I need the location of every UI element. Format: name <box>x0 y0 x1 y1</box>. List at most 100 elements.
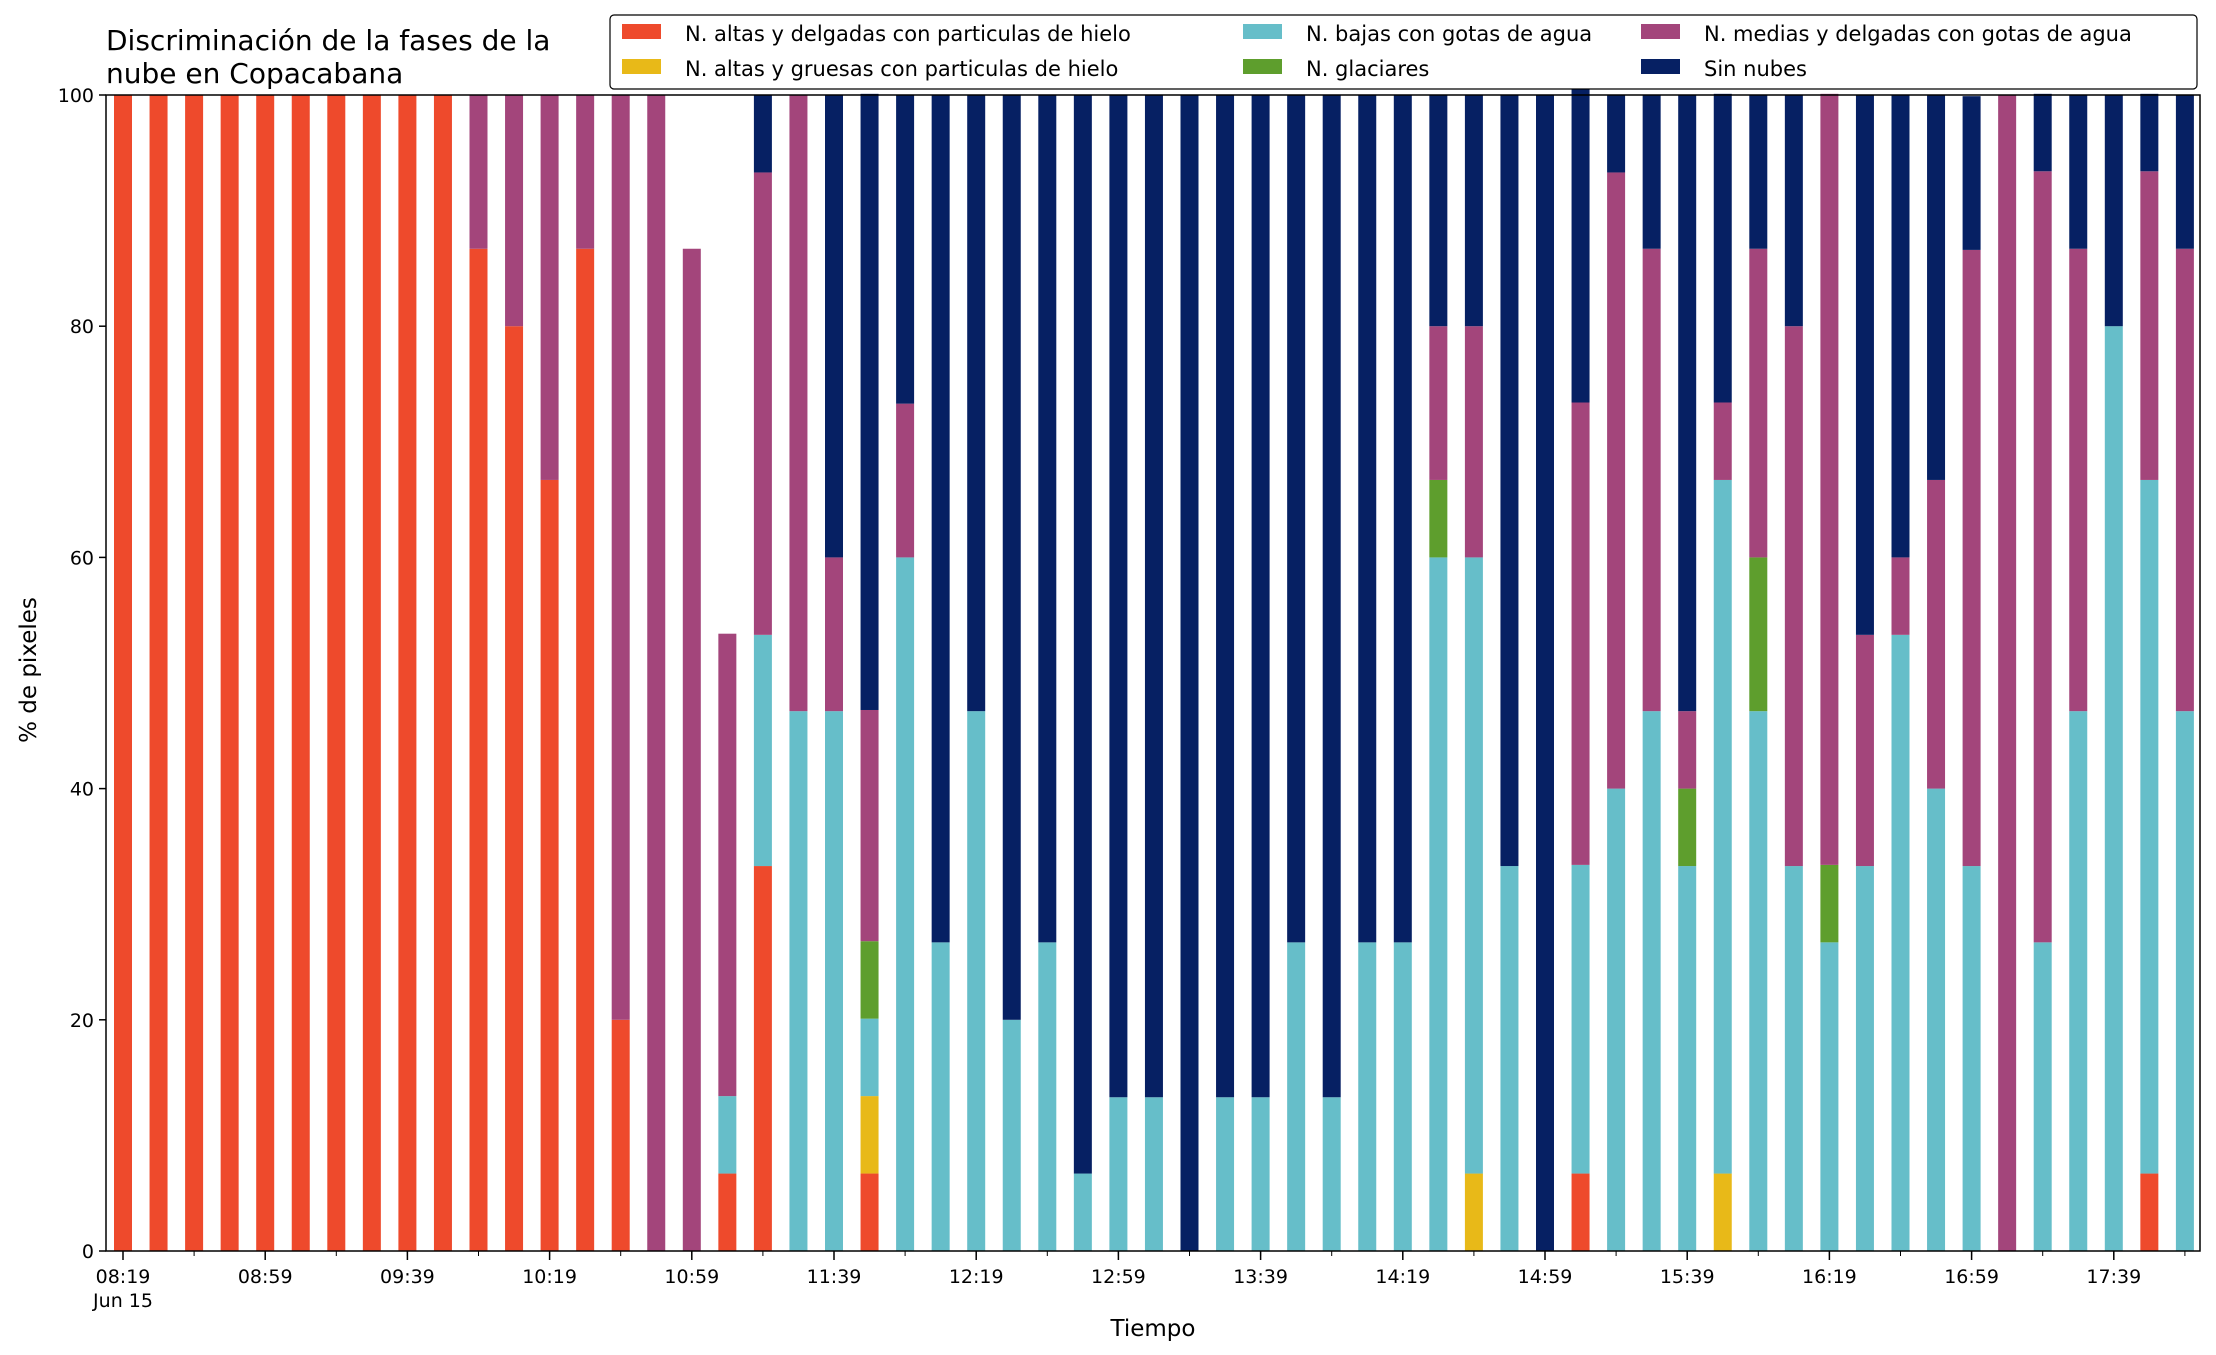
bar-segment-5-56 <box>2104 95 2123 327</box>
bar-segment-5-46 <box>1749 95 1768 249</box>
bar-segment-2-55 <box>2069 711 2088 1251</box>
bar-segment-5-31 <box>1216 95 1235 1098</box>
bar-segment-2-47 <box>1784 866 1803 1251</box>
bar-segment-4-43 <box>1642 248 1661 712</box>
bar-segment-0-12 <box>540 479 559 1251</box>
bar-segment-0-11 <box>505 326 524 1251</box>
bar-segment-2-54 <box>2033 942 2052 1251</box>
bar-segment-2-44 <box>1678 866 1697 1251</box>
bar-segment-4-14 <box>611 95 630 1020</box>
legend-label: N. bajas con gotas de agua <box>1306 22 1592 46</box>
bar-segment-5-37 <box>1429 95 1448 327</box>
bar-segment-2-21 <box>860 1018 879 1097</box>
bar-segment-4-50 <box>1891 557 1910 635</box>
bar-segment-5-42 <box>1607 95 1626 173</box>
bar-segment-4-19 <box>789 95 808 712</box>
bar-segment-4-11 <box>505 95 524 327</box>
bar-segment-5-18 <box>753 95 772 173</box>
bar-segment-5-27 <box>1073 95 1092 1174</box>
x-tick-label: 12:19 <box>949 1266 1004 1288</box>
bar-segment-2-20 <box>825 711 843 1251</box>
legend-frame <box>609 14 2198 90</box>
bar-segment-2-50 <box>1891 634 1910 1251</box>
bar-segment-2-49 <box>1855 866 1874 1251</box>
x-tick-label: 10:19 <box>522 1266 577 1288</box>
bar-segment-3-37 <box>1429 479 1448 558</box>
bar-segment-0-9 <box>433 95 452 1251</box>
bar-segment-5-44 <box>1678 95 1697 712</box>
bar-segment-2-37 <box>1429 557 1448 1251</box>
bar-segment-4-10 <box>469 95 488 249</box>
bar-segment-0-7 <box>362 95 381 1251</box>
bar-segment-2-36 <box>1393 942 1412 1251</box>
legend-swatch <box>1641 24 1680 39</box>
bar-segment-4-17 <box>718 633 737 1097</box>
bar-segment-5-40 <box>1536 95 1554 1251</box>
legend-swatch <box>1243 24 1282 39</box>
legend-label: N. medias y delgadas con gotas de agua <box>1704 22 2132 46</box>
bar-segment-0-3 <box>220 95 239 1251</box>
y-tick-label: 0 <box>82 1241 94 1263</box>
bar-segment-2-51 <box>1927 788 1946 1251</box>
bar-segment-5-24 <box>967 95 986 712</box>
bar-segment-4-53 <box>1998 95 2017 1251</box>
bar-segment-5-49 <box>1855 95 1874 635</box>
bar-segment-2-46 <box>1749 711 1768 1251</box>
bar-segment-0-2 <box>185 95 204 1251</box>
bar-segment-5-52 <box>1962 96 1981 250</box>
bar-segment-5-32 <box>1251 95 1270 1098</box>
bar-segment-2-22 <box>896 557 915 1251</box>
bar-segment-3-44 <box>1678 788 1697 867</box>
bar-segment-1-21 <box>860 1096 879 1174</box>
bar-segment-0-17 <box>718 1173 737 1251</box>
bar-segment-4-21 <box>860 709 879 942</box>
bar-segment-2-45 <box>1713 479 1732 1174</box>
bar-segment-0-8 <box>398 95 417 1251</box>
x-tick-label: 11:39 <box>807 1266 862 1288</box>
bar-segment-2-38 <box>1464 557 1483 1174</box>
x-tick-label: 10:59 <box>664 1266 719 1288</box>
bar-segment-4-20 <box>825 557 843 712</box>
x-tick-label: 13:39 <box>1233 1266 1288 1288</box>
bar-segment-3-48 <box>1820 864 1839 943</box>
bar-segment-4-18 <box>753 172 772 635</box>
bar-segment-2-33 <box>1287 942 1306 1251</box>
bar-segment-2-26 <box>1038 942 1057 1251</box>
bar-segment-4-45 <box>1713 402 1732 480</box>
bar-segment-2-28 <box>1109 1097 1128 1251</box>
bar-segment-5-50 <box>1891 95 1910 558</box>
y-tick-label: 100 <box>58 85 94 107</box>
bar-segment-5-25 <box>1002 95 1021 1020</box>
bar-segment-0-41 <box>1571 1173 1590 1251</box>
x-tick-label: 15:39 <box>1660 1266 1715 1288</box>
x-tick-label: 08:59 <box>238 1266 293 1288</box>
bar-segment-3-46 <box>1749 557 1768 712</box>
bar-segment-2-57 <box>2140 479 2159 1174</box>
bar-segment-5-45 <box>1713 93 1732 403</box>
bar-segment-5-22 <box>896 95 915 404</box>
plot-frame <box>105 94 2201 1252</box>
bar-segment-5-28 <box>1109 95 1128 1098</box>
y-tick-label: 60 <box>70 547 94 569</box>
bar-segment-0-18 <box>753 866 772 1251</box>
bar-segment-4-42 <box>1607 172 1626 789</box>
bar-segment-5-57 <box>2140 93 2159 172</box>
bar-segment-4-16 <box>682 248 701 1251</box>
bar-segment-2-18 <box>753 634 772 867</box>
bar-segment-2-27 <box>1073 1173 1092 1251</box>
bar-segment-0-0 <box>114 95 132 1251</box>
bar-segment-2-56 <box>2104 326 2123 1251</box>
bar-segment-4-13 <box>576 95 595 249</box>
bar-segment-4-37 <box>1429 326 1448 480</box>
bar-segment-4-44 <box>1678 711 1697 789</box>
bar-segment-4-47 <box>1784 326 1803 867</box>
bar-segment-2-23 <box>931 942 950 1251</box>
legend-swatch <box>622 59 661 74</box>
bar-segment-5-51 <box>1927 95 1946 480</box>
bar-segment-4-12 <box>540 95 559 480</box>
bar-segment-2-19 <box>789 711 808 1251</box>
bar-segment-4-55 <box>2069 248 2088 712</box>
chart-title-line-1: Discriminación de la fases de la <box>106 24 550 57</box>
bar-segment-4-54 <box>2033 171 2052 943</box>
